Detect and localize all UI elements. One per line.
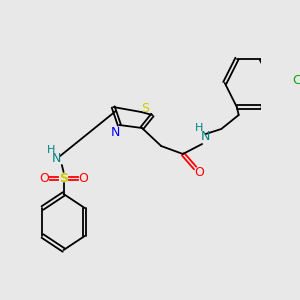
Text: S: S (142, 101, 149, 115)
Text: Cl: Cl (292, 74, 300, 88)
Text: O: O (78, 172, 88, 184)
Text: O: O (40, 172, 50, 184)
Text: O: O (194, 167, 204, 179)
Text: H: H (47, 145, 56, 155)
Text: S: S (59, 172, 68, 184)
Text: N: N (201, 130, 210, 142)
Text: N: N (111, 125, 121, 139)
Text: H: H (194, 123, 203, 133)
Text: N: N (52, 152, 61, 164)
